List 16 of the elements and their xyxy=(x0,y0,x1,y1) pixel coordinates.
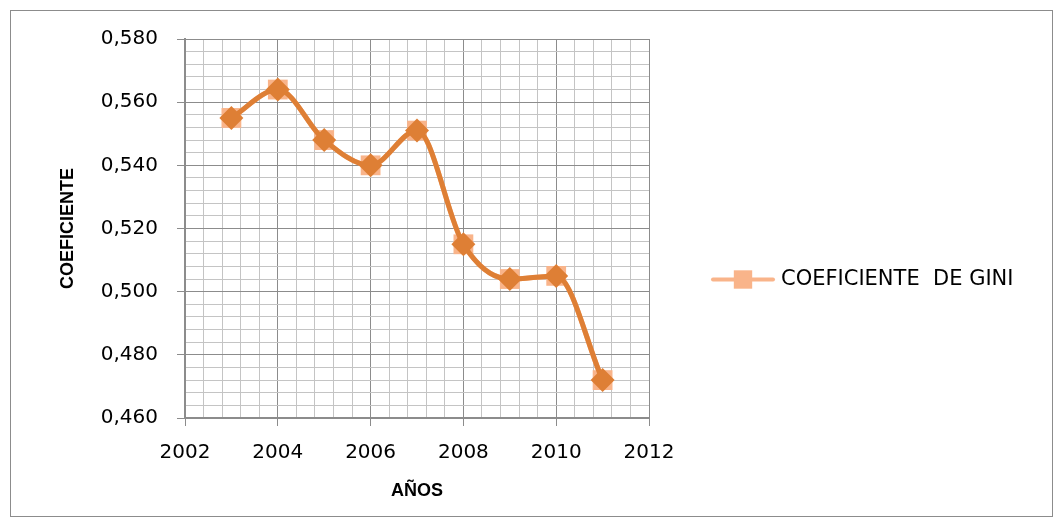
x-tick-label: 2010 xyxy=(530,439,582,464)
y-tick-label: 0,500 xyxy=(100,277,158,302)
legend-label: COEFICIENTE DE GINI xyxy=(781,265,1014,290)
y-tick-label: 0,560 xyxy=(100,88,158,113)
x-tick-label: 2002 xyxy=(159,439,211,464)
x-tick-label: 2008 xyxy=(437,439,489,464)
y-axis-title: COEFICIENTE xyxy=(56,167,77,290)
x-axis-title: AÑOS xyxy=(390,479,444,501)
y-tick-label: 0,540 xyxy=(100,151,158,176)
y-tick-label: 0,480 xyxy=(100,341,158,366)
x-tick-label: 2004 xyxy=(252,439,304,464)
y-tick-label: 0,460 xyxy=(100,404,158,429)
y-tick-label: 0,520 xyxy=(100,214,158,239)
y-tick-label: 0,580 xyxy=(100,25,158,50)
x-tick-label: 2006 xyxy=(345,439,397,464)
x-tick-label: 2012 xyxy=(623,439,675,464)
